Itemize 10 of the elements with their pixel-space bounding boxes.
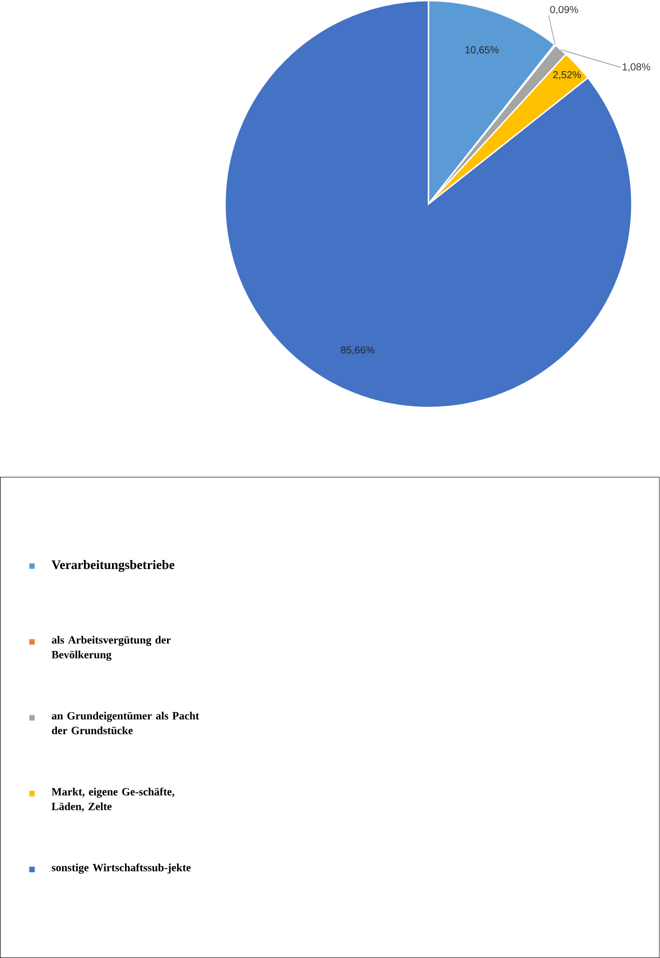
data-label: 10,65% <box>466 46 499 55</box>
legend-label: an Grundeigentümer als Pacht der Grundstücke <box>52 712 200 734</box>
data-label: 85,66% <box>341 346 375 355</box>
data-label: 0,09% <box>550 6 578 14</box>
data-label: 1,08% <box>622 63 650 72</box>
data-label: 2,52% <box>553 71 582 80</box>
legend-label: Markt, eigene Ge-schäfte, Läden, Zelte <box>52 788 174 812</box>
legend-label: sonstige Wirtschaftssub-jekte <box>52 863 191 874</box>
legend-label: als Arbeitsvergütung der Bevölkerung <box>52 636 171 661</box>
legend-label: Verarbeitungsbetriebe <box>52 560 175 572</box>
